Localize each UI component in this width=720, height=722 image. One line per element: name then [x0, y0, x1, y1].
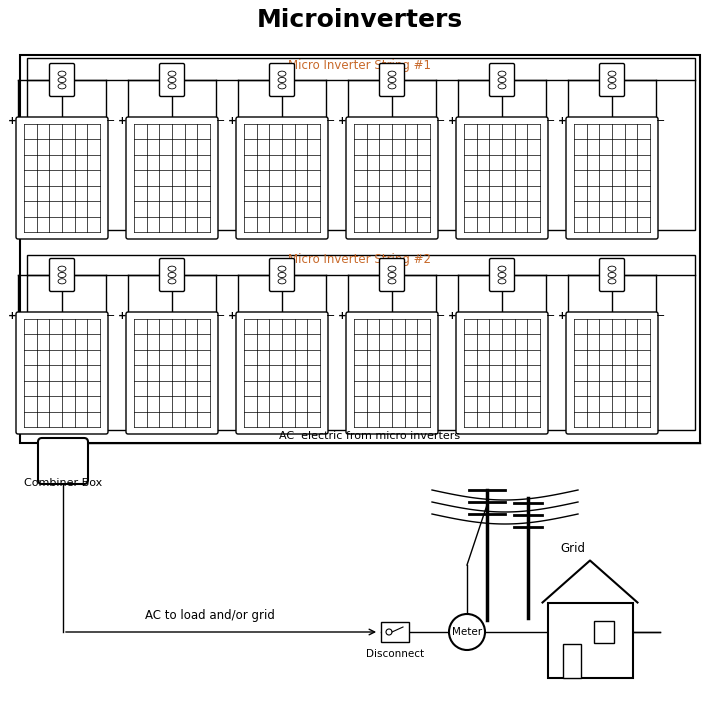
FancyBboxPatch shape: [16, 312, 108, 434]
Text: +: +: [117, 311, 127, 321]
FancyBboxPatch shape: [126, 117, 218, 239]
Text: Disconnect: Disconnect: [366, 649, 424, 659]
Text: Grid: Grid: [560, 542, 585, 554]
FancyBboxPatch shape: [379, 258, 405, 292]
Text: +: +: [228, 311, 236, 321]
FancyBboxPatch shape: [456, 312, 548, 434]
FancyBboxPatch shape: [160, 64, 184, 97]
Bar: [27, 255, 695, 430]
Text: Combiner Box: Combiner Box: [24, 478, 102, 488]
Text: Micro Inverter String #2: Micro Inverter String #2: [289, 253, 431, 266]
Text: Meter: Meter: [452, 627, 482, 637]
Text: −: −: [216, 311, 225, 321]
Text: Microinverters: Microinverters: [257, 8, 463, 32]
FancyBboxPatch shape: [456, 117, 548, 239]
Text: AC  electric from micro inverters: AC electric from micro inverters: [279, 431, 461, 441]
Text: +: +: [557, 311, 567, 321]
Bar: [20, 55, 700, 443]
FancyBboxPatch shape: [600, 64, 624, 97]
FancyBboxPatch shape: [490, 64, 515, 97]
Text: −: −: [107, 311, 116, 321]
Text: +: +: [228, 116, 236, 126]
FancyBboxPatch shape: [269, 258, 294, 292]
FancyBboxPatch shape: [600, 258, 624, 292]
Text: +: +: [557, 116, 567, 126]
Bar: [594, 621, 614, 643]
Text: −: −: [326, 116, 336, 126]
FancyBboxPatch shape: [269, 64, 294, 97]
Text: +: +: [448, 311, 456, 321]
Circle shape: [449, 614, 485, 650]
Bar: [563, 643, 581, 677]
FancyBboxPatch shape: [236, 312, 328, 434]
FancyBboxPatch shape: [379, 64, 405, 97]
Text: +: +: [8, 311, 17, 321]
Text: −: −: [326, 311, 336, 321]
Text: AC to load and/or grid: AC to load and/or grid: [145, 609, 275, 622]
Text: Micro Inverter String #1: Micro Inverter String #1: [289, 58, 431, 71]
FancyBboxPatch shape: [50, 64, 74, 97]
Text: −: −: [657, 116, 666, 126]
Text: +: +: [338, 311, 346, 321]
FancyBboxPatch shape: [346, 312, 438, 434]
FancyBboxPatch shape: [566, 312, 658, 434]
Text: +: +: [8, 116, 17, 126]
Text: −: −: [216, 116, 225, 126]
FancyBboxPatch shape: [160, 258, 184, 292]
FancyBboxPatch shape: [50, 258, 74, 292]
FancyBboxPatch shape: [346, 117, 438, 239]
Bar: [27, 58, 695, 230]
FancyBboxPatch shape: [16, 117, 108, 239]
Text: −: −: [657, 311, 666, 321]
FancyBboxPatch shape: [490, 258, 515, 292]
Text: −: −: [436, 311, 446, 321]
Text: +: +: [338, 116, 346, 126]
FancyBboxPatch shape: [566, 117, 658, 239]
FancyBboxPatch shape: [236, 117, 328, 239]
Text: −: −: [436, 116, 446, 126]
FancyBboxPatch shape: [126, 312, 218, 434]
Text: −: −: [107, 116, 116, 126]
Text: +: +: [448, 116, 456, 126]
FancyBboxPatch shape: [38, 438, 88, 484]
Text: −: −: [546, 116, 556, 126]
Text: +: +: [117, 116, 127, 126]
Bar: [381, 622, 409, 642]
Bar: [547, 602, 632, 677]
Text: −: −: [546, 311, 556, 321]
